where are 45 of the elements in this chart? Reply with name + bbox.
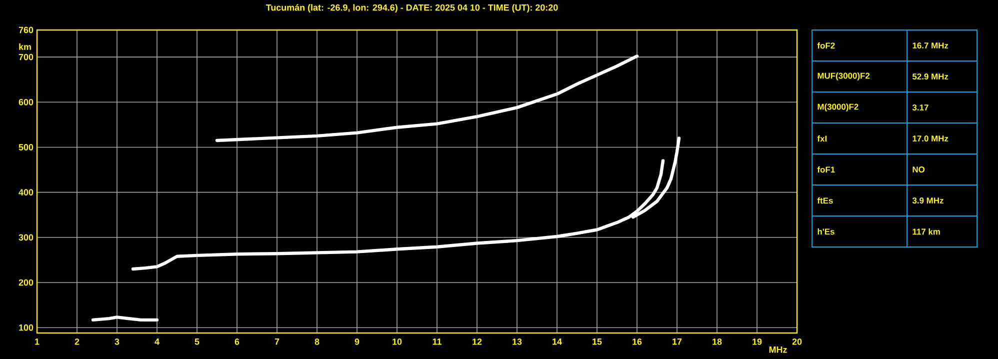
x-tick-label: 11: [432, 338, 442, 345]
x-tick-label: 12: [472, 338, 482, 345]
x-tick-label: 14: [552, 338, 562, 345]
text: 117 km: [912, 228, 940, 235]
y-tick-label: 600: [18, 98, 34, 106]
x-tick-label: 8: [314, 338, 320, 345]
x-tick-label: 17: [672, 338, 682, 345]
y-tick-label: 500: [18, 144, 34, 150]
x-tick-label: 10: [392, 338, 402, 345]
x-tick-label: 4: [154, 338, 160, 345]
x-tick-label: 13: [512, 338, 522, 345]
text: NO: [912, 166, 925, 172]
x-tick-label: 16: [632, 338, 642, 345]
chart-title: Tucumán (lat: -26.9, lon: 294.6) - DATE: 2025 04 10 - TIME (UT): 20:20: [266, 4, 558, 12]
text: 3.9 MHz: [912, 198, 944, 204]
x-tick-label: 20: [792, 338, 802, 345]
text: 17.0 MHz: [912, 136, 948, 142]
text: fxI: [817, 135, 827, 142]
text: h'Es: [818, 228, 834, 235]
y-tick-label: 200: [18, 279, 34, 286]
text: ftEs: [817, 197, 833, 204]
text: 52.9 MHz: [912, 74, 948, 80]
text: foF1: [817, 166, 835, 173]
y-tick-label: 100: [19, 324, 34, 331]
x-tick-label: 1: [35, 338, 40, 345]
y-axis-title: km: [19, 43, 31, 50]
x-tick-label: 18: [712, 338, 722, 345]
y-tick-label: 700: [18, 54, 34, 60]
x-tick-label: 19: [752, 338, 762, 345]
x-axis-title: MHz: [769, 346, 787, 353]
y-tick-label: 300: [18, 234, 34, 241]
text: 3.17: [912, 104, 928, 110]
text: MUF(3000)F2: [818, 72, 870, 80]
text: foF2: [817, 42, 835, 49]
y-tick-label: 760: [18, 26, 34, 34]
x-tick-label: 15: [592, 338, 602, 345]
y-tick-label: 400: [18, 189, 34, 196]
x-tick-label: 5: [194, 338, 200, 345]
text: M(3000)F2: [818, 104, 858, 112]
x-tick-label: 6: [234, 338, 240, 345]
x-tick-label: 9: [354, 338, 360, 345]
x-tick-label: 2: [74, 338, 80, 345]
text: 16.7 MHz: [912, 42, 948, 48]
x-tick-label: 7: [274, 338, 280, 345]
x-tick-label: 3: [114, 338, 120, 345]
